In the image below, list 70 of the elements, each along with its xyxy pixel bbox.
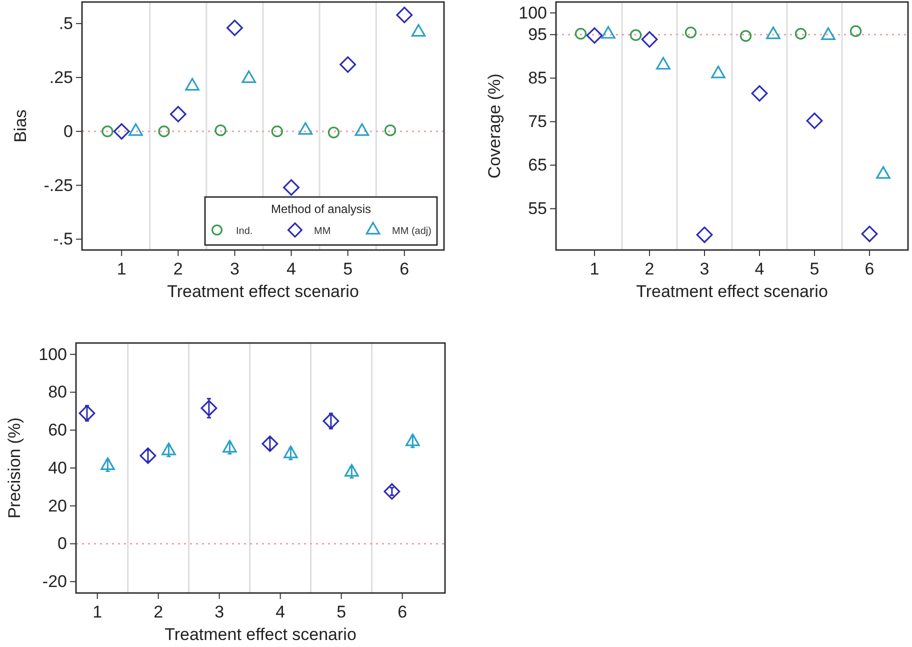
y-tick-label: 80 bbox=[48, 382, 67, 402]
y-tick-label: -.5 bbox=[53, 230, 73, 249]
point bbox=[271, 126, 283, 138]
x-axis-title: Treatment effect scenario bbox=[164, 625, 356, 644]
x-tick-label: 3 bbox=[230, 259, 240, 278]
y-tick-label: 85 bbox=[528, 68, 547, 88]
point bbox=[751, 85, 768, 102]
y-tick-label: .5 bbox=[58, 14, 73, 34]
x-axis-title: Treatment effect scenario bbox=[636, 282, 828, 301]
point bbox=[794, 28, 807, 40]
point bbox=[113, 123, 130, 140]
y-tick-label: 40 bbox=[48, 458, 67, 478]
y-axis-title: Precision (%) bbox=[5, 417, 24, 519]
x-tick-label: 4 bbox=[754, 259, 764, 278]
point bbox=[328, 126, 340, 138]
point bbox=[696, 226, 713, 243]
point bbox=[806, 112, 823, 129]
y-tick-label: -.25 bbox=[44, 176, 73, 195]
point bbox=[102, 126, 114, 138]
x-tick-label: 1 bbox=[92, 602, 102, 622]
x-tick-label: 1 bbox=[590, 259, 600, 278]
x-tick-label: 4 bbox=[286, 259, 296, 278]
x-tick-label: 5 bbox=[336, 602, 346, 622]
x-tick-label: 5 bbox=[343, 259, 353, 278]
y-tick-label: 20 bbox=[48, 496, 67, 516]
y-tick-label: .25 bbox=[49, 68, 73, 87]
point bbox=[226, 20, 243, 36]
point bbox=[170, 106, 186, 122]
point bbox=[684, 26, 697, 38]
x-tick-label: 3 bbox=[700, 259, 710, 278]
x-tick-label: 2 bbox=[173, 259, 183, 278]
x-axis-title: Treatment effect scenario bbox=[167, 282, 359, 301]
x-tick-label: 6 bbox=[400, 259, 410, 278]
point bbox=[586, 27, 603, 44]
y-tick-label: 60 bbox=[48, 420, 67, 440]
y-tick-label: 95 bbox=[528, 25, 547, 44]
x-tick-label: 4 bbox=[276, 602, 286, 622]
legend-label: MM (adj) bbox=[392, 226, 432, 237]
point bbox=[214, 124, 226, 136]
y-tick-label: 0 bbox=[64, 122, 73, 141]
x-tick-label: 2 bbox=[644, 259, 654, 278]
legend-label: Ind. bbox=[236, 226, 253, 237]
x-tick-label: 1 bbox=[116, 259, 126, 278]
point bbox=[574, 28, 587, 40]
x-tick-label: 5 bbox=[810, 259, 820, 278]
y-tick-label: 65 bbox=[528, 156, 547, 175]
legend-label: MM bbox=[314, 226, 331, 237]
legend-title: Method of analysis bbox=[270, 202, 372, 216]
point bbox=[641, 31, 658, 48]
point bbox=[850, 25, 862, 37]
point bbox=[158, 126, 170, 138]
y-tick-label: 100 bbox=[38, 344, 67, 364]
point bbox=[340, 56, 356, 73]
point bbox=[283, 179, 300, 196]
point bbox=[630, 29, 642, 41]
x-tick-label: 6 bbox=[864, 259, 874, 278]
x-tick-label: 2 bbox=[154, 602, 164, 622]
y-tick-label: 75 bbox=[528, 112, 547, 132]
y-axis-title: Bias bbox=[11, 109, 30, 143]
x-tick-label: 6 bbox=[398, 602, 408, 622]
point bbox=[740, 30, 752, 42]
y-tick-label: 0 bbox=[58, 534, 67, 554]
y-axis-title: Coverage (%) bbox=[485, 74, 504, 178]
point bbox=[861, 226, 878, 242]
point bbox=[384, 124, 396, 136]
x-tick-label: 3 bbox=[214, 602, 224, 622]
y-tick-label: 55 bbox=[528, 199, 547, 218]
y-tick-label: 100 bbox=[518, 3, 547, 22]
y-tick-label: -20 bbox=[42, 572, 67, 592]
point bbox=[396, 6, 413, 24]
